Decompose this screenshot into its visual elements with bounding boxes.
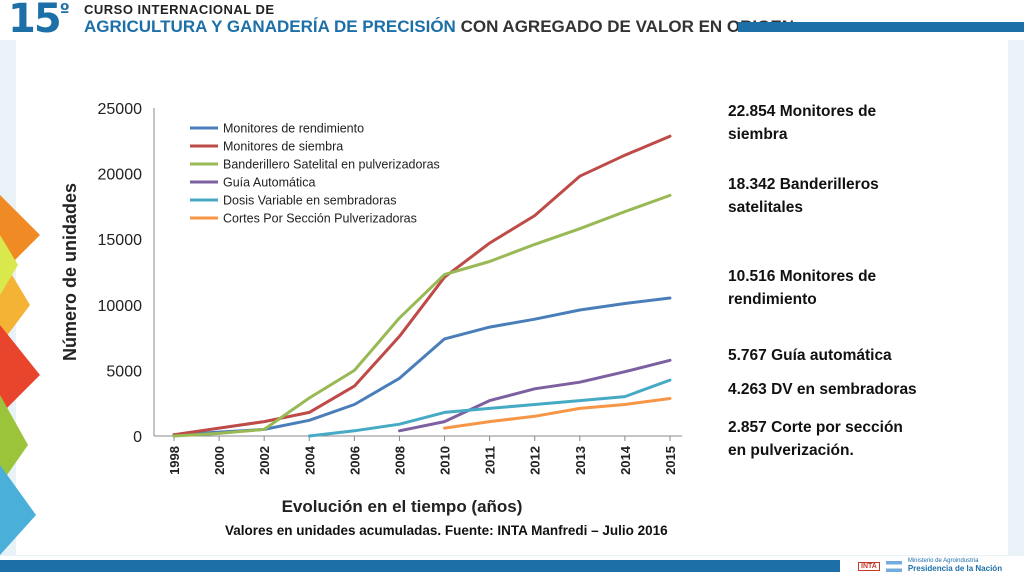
x-tick-label: 2010 xyxy=(438,446,453,475)
argentina-flag-icon xyxy=(885,560,902,572)
stat-monitores-rendimiento: 10.516 Monitores de rendimiento xyxy=(728,268,877,308)
series-line-2 xyxy=(172,134,672,437)
legend-label: Monitores de siembra xyxy=(223,140,343,154)
stat-corte-seccion: 2.857 Corte por sección en pulverización… xyxy=(728,419,903,459)
y-tick-label: 0 xyxy=(133,429,142,446)
x-tick-label: 2006 xyxy=(347,446,362,475)
y-tick-label: 15000 xyxy=(98,232,143,249)
y-axis-title: Número de unidades xyxy=(60,183,80,361)
source-note: Valores en unidades acumuladas. Fuente: … xyxy=(225,523,668,538)
course-title-blue: AGRICULTURA Y GANADERÍA DE PRECISIÓN xyxy=(84,17,456,36)
y-tick-label: 25000 xyxy=(98,101,143,118)
x-tick-label: 2015 xyxy=(663,446,678,475)
stat-dv-sembradoras: 4.263 DV en sembradoras xyxy=(728,381,917,398)
chart-area: 0 5000 10000 15000 20000 25000 1998 2000 2002 200… xyxy=(40,84,712,546)
header: 15º CURSO INTERNACIONAL DE AGRICULTURA Y… xyxy=(0,0,1024,42)
legend-label: Dosis Variable en sembradoras xyxy=(223,194,396,208)
series-line-6 xyxy=(443,397,672,430)
course-subtitle: CURSO INTERNACIONAL DE xyxy=(84,2,275,17)
x-tick-label: 2004 xyxy=(302,445,317,475)
course-title-dark: CON AGREGADO DE VALOR EN ORIGEN xyxy=(460,17,794,36)
series-line-1 xyxy=(172,296,672,437)
y-tick-label: 20000 xyxy=(98,167,143,184)
y-tick-label: 5000 xyxy=(106,363,142,380)
x-tick-label: 2012 xyxy=(528,446,543,475)
x-tick-label: 2011 xyxy=(483,446,498,474)
x-axis-title: Evolución en el tiempo (años) xyxy=(282,497,523,516)
series-line-4 xyxy=(398,358,672,433)
ministry-line2: Presidencia de la Nación xyxy=(907,564,1003,573)
x-tick-label: 1998 xyxy=(167,446,182,475)
edition-number-value: 15 xyxy=(8,0,62,42)
stat-monitores-siembra: 22.854 Monitores de siembra xyxy=(728,103,877,143)
legend-label: Guía Automática xyxy=(223,176,315,190)
stat-banderilleros: 18.342 Banderilleros satelitales xyxy=(728,176,879,216)
series-line-3 xyxy=(172,193,672,438)
edition-ordinal: º xyxy=(59,0,70,21)
x-tick-label: 2008 xyxy=(392,446,407,475)
edition-number: 15º xyxy=(8,0,70,42)
legend-label: Cortes Por Sección Pulverizadoras xyxy=(223,212,417,226)
ministry-logo: Ministerio de Agroindustria Presidencia d… xyxy=(908,558,1002,574)
header-accent-bar xyxy=(738,22,1024,32)
line-chart: 0 5000 10000 15000 20000 25000 1998 2000 2002 200… xyxy=(60,101,682,516)
inta-logo: INTA xyxy=(858,561,880,571)
legend-label: Monitores de rendimiento xyxy=(223,122,364,136)
stat-guia-automatica: 5.767 Guía automática xyxy=(728,347,892,364)
legend-label: Banderillero Satelital en pulverizadoras xyxy=(223,158,440,172)
footer-bar xyxy=(0,560,840,572)
course-title: AGRICULTURA Y GANADERÍA DE PRECISIÓN CON… xyxy=(84,17,794,37)
decorative-triangles xyxy=(0,195,40,555)
y-tick-label: 10000 xyxy=(98,298,143,315)
ministry-line1: Ministerio de Agroindustria xyxy=(907,558,979,564)
x-tick-label: 2002 xyxy=(257,446,272,475)
series-line-5 xyxy=(307,378,672,438)
x-tick-label: 2000 xyxy=(212,446,227,475)
x-tick-label: 2014 xyxy=(618,445,633,475)
x-tick-label: 2013 xyxy=(573,446,588,475)
footer-logos: INTA Ministerio de Agroindustria Presiden… xyxy=(858,557,1002,575)
